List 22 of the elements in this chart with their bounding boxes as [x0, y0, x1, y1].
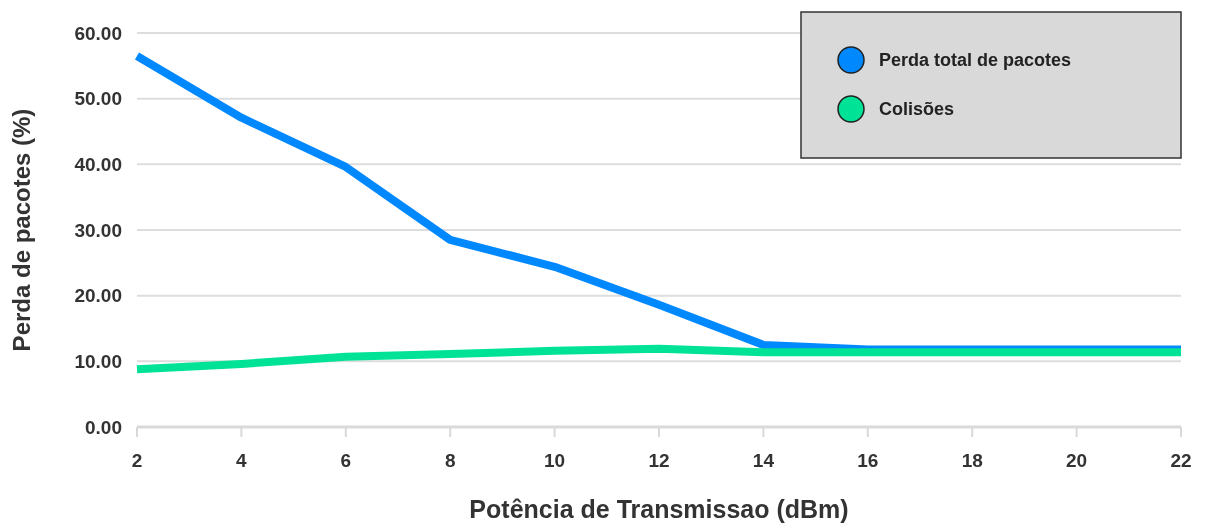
x-tick-label: 2	[131, 450, 143, 471]
x-axis-title: Potência de Transmissao (dBm)	[469, 495, 849, 523]
x-tick-label: 10	[544, 450, 566, 471]
y-tick-label: 0.00	[85, 416, 122, 438]
x-tick-label: 22	[1170, 450, 1192, 471]
y-tick-label: 30.00	[74, 219, 122, 241]
x-tick-label: 18	[961, 450, 983, 471]
y-axis-title: Perda de pacotes (%)	[8, 108, 35, 352]
legend-label: Colisões	[879, 99, 955, 120]
y-tick-label: 10.00	[74, 350, 122, 372]
x-tick-label: 8	[444, 450, 456, 471]
y-tick-label: 40.00	[74, 153, 122, 175]
y-tick-label: 50.00	[74, 88, 122, 110]
x-tick-label: 12	[648, 450, 670, 471]
x-tick-label: 14	[752, 450, 775, 471]
legend-label: Perda total de pacotes	[879, 50, 1072, 71]
x-tick-label: 6	[340, 450, 352, 471]
x-tick-label: 20	[1066, 450, 1088, 471]
y-tick-label: 60.00	[74, 22, 122, 44]
x-tick-label: 4	[236, 450, 248, 471]
x-tick-label: 16	[857, 450, 879, 471]
y-tick-label: 20.00	[74, 285, 122, 307]
